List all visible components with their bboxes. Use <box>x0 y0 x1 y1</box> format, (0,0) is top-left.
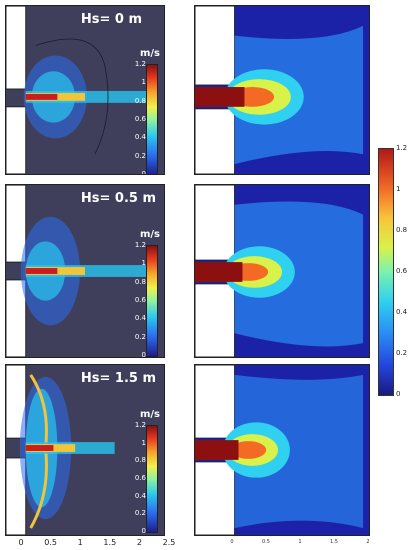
colorbar-small-1-tick: 0.4 <box>134 133 146 142</box>
unit-label-3: m/s <box>139 409 160 420</box>
colorbar-small-2-tick: 1.2 <box>134 241 146 249</box>
contour-field-2 <box>195 185 364 357</box>
velocity-panel-1: Hs= 0 m m/s 1.2 1 0.8 0.6 0.4 0.2 0 <box>5 5 165 175</box>
colorbar-large-tick: 0 <box>396 390 401 398</box>
unit-label-1: m/s <box>139 48 160 59</box>
right-x-axis-tick: 1 <box>298 539 302 545</box>
colorbar-large-tick: 1 <box>396 185 401 193</box>
colorbar-small-1-tick: 1 <box>141 78 146 87</box>
colorbar-small-2-tick: 0.8 <box>134 277 146 286</box>
colorbar-large-tick: 0.6 <box>396 267 408 275</box>
colorbar-small-3-tick: 0.2 <box>134 509 146 518</box>
left-x-axis-tick: 2.5 <box>162 538 176 547</box>
colorbar-small-3-tick: 1 <box>141 438 146 447</box>
colorbar-small-1-tick: 1.2 <box>134 60 146 68</box>
velocity-field-1 <box>6 6 155 174</box>
colorbar-small-2 <box>146 245 158 357</box>
colorbar-small-3-tick: 0.8 <box>134 456 146 465</box>
velocity-panel-2: Hs= 0.5 m m/s 1.2 1 0.8 0.6 0.4 0.2 0 <box>5 184 165 358</box>
velocity-panel-3: Hs= 1.5 m m/s 1.2 1 0.8 0.6 0.4 0.2 0 <box>5 364 165 536</box>
colorbar-small-3-tick: 1.2 <box>134 421 146 429</box>
colorbar-small-1-tick: 0.8 <box>134 96 146 105</box>
colorbar-small-2-tick: 0.6 <box>134 296 146 304</box>
colorbar-small-2-tick: 1 <box>141 259 146 268</box>
hs-label-1: Hs= 0 m <box>80 12 142 27</box>
unit-label-2: m/s <box>139 229 160 240</box>
colorbar-small-3-tick: 0 <box>141 527 146 535</box>
contour-panel-1 <box>194 5 370 175</box>
left-x-axis-tick: 0.5 <box>44 538 57 547</box>
contour-field-1 <box>195 6 364 174</box>
colorbar-small-3-tick: 0.4 <box>134 491 146 500</box>
left-x-axis-tick: 0 <box>18 538 24 547</box>
right-x-axis-tick: 0 <box>230 539 234 545</box>
colorbar-small-3 <box>146 425 158 533</box>
colorbar-small-2-tick: 0 <box>141 351 146 358</box>
contour-panel-2 <box>194 184 370 358</box>
colorbar-small-1-tick: 0 <box>141 170 146 175</box>
left-x-axis-tick: 1 <box>77 538 83 547</box>
left-x-axis-tick: 2 <box>136 538 142 547</box>
colorbar-large <box>378 148 394 396</box>
velocity-field-2 <box>6 185 155 357</box>
right-x-axis-tick: 0.5 <box>262 539 270 545</box>
colorbar-small-1-tick: 0.2 <box>134 151 146 160</box>
contour-field-3 <box>195 365 364 535</box>
colorbar-small-3-tick: 0.6 <box>134 474 146 482</box>
colorbar-large-tick: 0.2 <box>396 349 408 357</box>
hs-label-3: Hs= 1.5 m <box>80 371 156 386</box>
colorbar-small-1-tick: 0.6 <box>134 115 146 123</box>
contour-panel-3 <box>194 364 370 536</box>
colorbar-large-tick: 0.8 <box>396 226 408 234</box>
colorbar-large-tick: 0.4 <box>396 308 408 316</box>
hs-label-2: Hs= 0.5 m <box>80 191 156 206</box>
colorbar-small-1 <box>146 64 158 174</box>
colorbar-small-2-tick: 0.4 <box>134 314 146 323</box>
right-x-axis-tick: 1.5 <box>330 539 338 545</box>
left-x-axis-tick: 1.5 <box>103 538 117 547</box>
right-x-axis-tick: 2 <box>366 539 370 545</box>
colorbar-large-tick: 1.2 <box>396 144 408 152</box>
velocity-field-3 <box>6 365 115 535</box>
colorbar-small-2-tick: 0.2 <box>134 332 146 341</box>
